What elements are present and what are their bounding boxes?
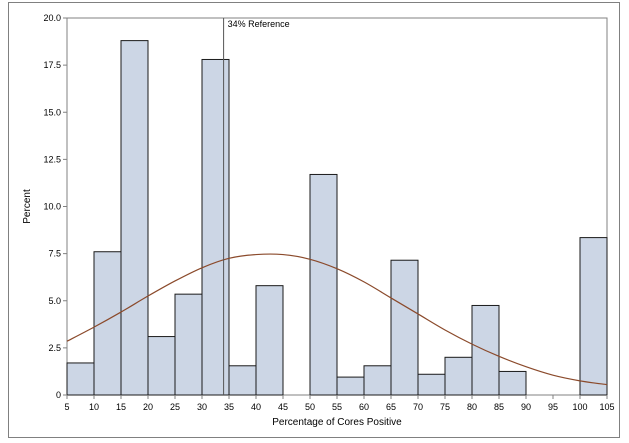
y-axis: 0 2.5 5.0 7.5 10.0 12.5 15.0 17.5 20.0 xyxy=(43,13,67,400)
x-tick-label: 70 xyxy=(413,402,423,412)
histogram-bar-60 xyxy=(363,365,392,396)
reference-line-group: 34% Reference xyxy=(223,18,290,395)
histogram-bar-40 xyxy=(255,285,284,396)
x-axis: 5 10 15 20 25 30 35 40 45 50 55 60 65 70 75 80 85 90 95 100… xyxy=(64,395,615,412)
x-tick-label: 15 xyxy=(116,402,126,412)
x-tick-label: 5 xyxy=(64,402,69,412)
histogram-bar-25 xyxy=(174,293,203,396)
y-tick-label: 12.5 xyxy=(43,154,61,164)
x-tick-label: 90 xyxy=(521,402,531,412)
y-tick-label: 7.5 xyxy=(48,249,61,259)
histogram-bar-70 xyxy=(417,373,446,396)
x-tick-label: 85 xyxy=(494,402,504,412)
x-tick-label: 60 xyxy=(359,402,369,412)
normal-curve-group xyxy=(66,253,608,386)
y-tick-label: 2.5 xyxy=(48,343,61,353)
x-tick-label: 105 xyxy=(599,402,614,412)
histogram-bar-20 xyxy=(147,336,176,396)
bars-group xyxy=(66,40,608,396)
histogram-bar-5 xyxy=(66,362,95,396)
histogram-bar-10 xyxy=(93,251,122,396)
x-tick-label: 50 xyxy=(305,402,315,412)
x-tick-label: 80 xyxy=(467,402,477,412)
x-tick-label: 65 xyxy=(386,402,396,412)
x-tick-label: 95 xyxy=(548,402,558,412)
x-tick-label: 10 xyxy=(89,402,99,412)
x-tick-label: 40 xyxy=(251,402,261,412)
x-tick-label: 75 xyxy=(440,402,450,412)
histogram-bar-100 xyxy=(579,237,608,396)
y-tick-label: 5.0 xyxy=(48,296,61,306)
x-tick-label: 20 xyxy=(143,402,153,412)
y-axis-title: Percent xyxy=(22,189,33,224)
histogram-bar-85 xyxy=(498,370,527,396)
histogram-bar-50 xyxy=(309,173,338,396)
x-axis-title: Percentage of Cores Positive xyxy=(272,417,402,428)
histogram-bar-65 xyxy=(390,259,419,396)
x-tick-label: 55 xyxy=(332,402,342,412)
y-tick-label: 20.0 xyxy=(43,13,61,23)
x-tick-label: 25 xyxy=(170,402,180,412)
y-tick-label: 15.0 xyxy=(43,107,61,117)
x-tick-label: 30 xyxy=(197,402,207,412)
histogram-bar-75 xyxy=(444,356,473,396)
histogram-bar-55 xyxy=(336,376,365,396)
histogram-bar-30 xyxy=(201,58,230,396)
x-tick-label: 35 xyxy=(224,402,234,412)
histogram-bar-35 xyxy=(228,365,257,396)
x-tick-label: 100 xyxy=(572,402,587,412)
y-tick-label: 10.0 xyxy=(43,202,61,212)
normal-density-curve xyxy=(66,253,608,386)
x-tick-label: 45 xyxy=(278,402,288,412)
reference-label: 34% Reference xyxy=(228,19,290,29)
y-tick-label: 0 xyxy=(56,390,61,400)
histogram-bar-15 xyxy=(120,40,149,396)
y-tick-label: 17.5 xyxy=(43,60,61,70)
